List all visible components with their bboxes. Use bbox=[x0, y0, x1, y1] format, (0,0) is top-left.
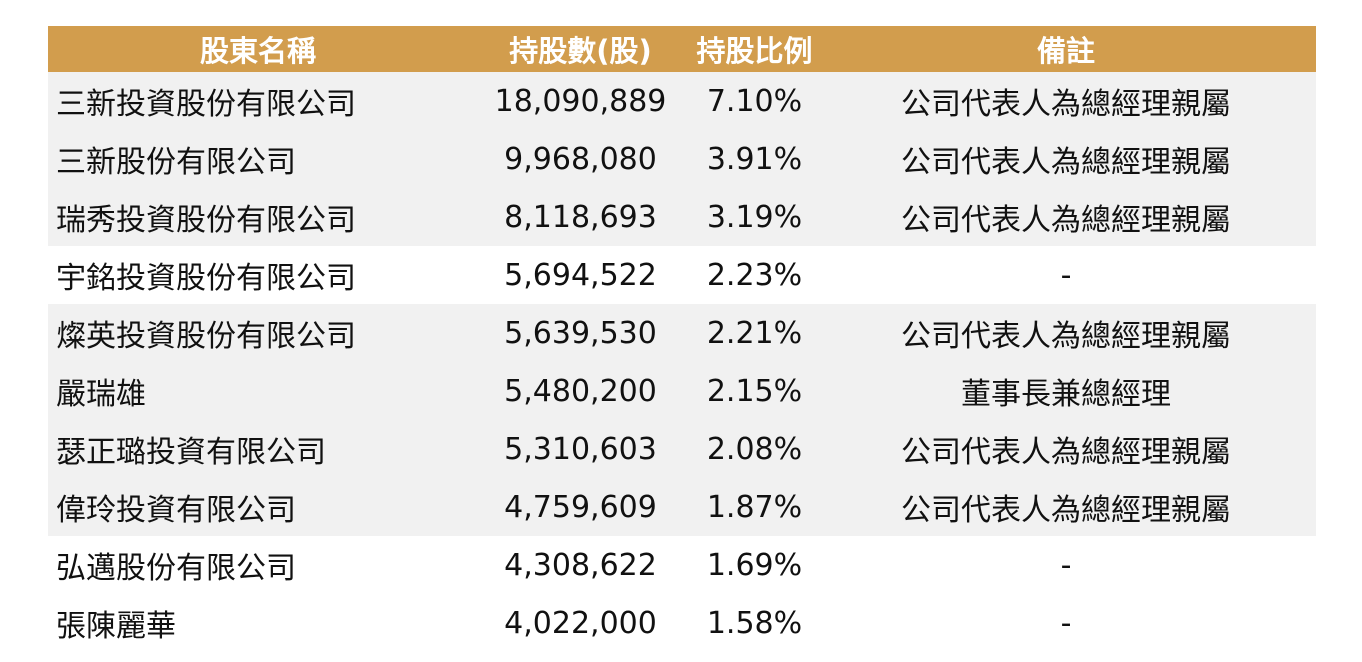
shareholder-name-cell: 瑞秀投資股份有限公司 bbox=[48, 188, 468, 246]
ratio-cell: 1.87% bbox=[693, 478, 816, 536]
shares-cell: 18,090,889 bbox=[468, 72, 693, 130]
table-body: 三新投資股份有限公司 18,090,889 7.10% 公司代表人為總經理親屬 … bbox=[48, 72, 1316, 652]
table-row: 張陳麗華 4,022,000 1.58% - bbox=[48, 594, 1316, 652]
shareholder-name-cell: 燦英投資股份有限公司 bbox=[48, 304, 468, 362]
shares-cell: 4,022,000 bbox=[468, 594, 693, 652]
shares-cell: 9,968,080 bbox=[468, 130, 693, 188]
shareholder-name-cell: 嚴瑞雄 bbox=[48, 362, 468, 420]
shareholder-name-cell: 宇銘投資股份有限公司 bbox=[48, 246, 468, 304]
shareholder-table: 股東名稱 持股數(股) 持股比例 備註 三新投資股份有限公司 18,090,88… bbox=[48, 26, 1316, 652]
remark-cell: - bbox=[816, 246, 1316, 304]
header-shares-held: 持股數(股) bbox=[468, 26, 693, 72]
ratio-cell: 2.08% bbox=[693, 420, 816, 478]
shares-cell: 5,480,200 bbox=[468, 362, 693, 420]
shares-cell: 5,694,522 bbox=[468, 246, 693, 304]
shareholder-name-cell: 三新股份有限公司 bbox=[48, 130, 468, 188]
shareholder-name-cell: 三新投資股份有限公司 bbox=[48, 72, 468, 130]
header-remarks: 備註 bbox=[816, 26, 1316, 72]
remark-cell: 公司代表人為總經理親屬 bbox=[816, 420, 1316, 478]
table-header: 股東名稱 持股數(股) 持股比例 備註 bbox=[48, 26, 1316, 72]
shares-cell: 5,310,603 bbox=[468, 420, 693, 478]
ratio-cell: 3.91% bbox=[693, 130, 816, 188]
header-holding-ratio: 持股比例 bbox=[693, 26, 816, 72]
shares-cell: 4,759,609 bbox=[468, 478, 693, 536]
table-row: 弘邁股份有限公司 4,308,622 1.69% - bbox=[48, 536, 1316, 594]
ratio-cell: 7.10% bbox=[693, 72, 816, 130]
remark-cell: - bbox=[816, 536, 1316, 594]
table-row: 宇銘投資股份有限公司 5,694,522 2.23% - bbox=[48, 246, 1316, 304]
remark-cell: 公司代表人為總經理親屬 bbox=[816, 130, 1316, 188]
table-row: 瑞秀投資股份有限公司 8,118,693 3.19% 公司代表人為總經理親屬 bbox=[48, 188, 1316, 246]
remark-cell: - bbox=[816, 594, 1316, 652]
ratio-cell: 2.23% bbox=[693, 246, 816, 304]
table-row: 嚴瑞雄 5,480,200 2.15% 董事長兼總經理 bbox=[48, 362, 1316, 420]
table-row: 三新股份有限公司 9,968,080 3.91% 公司代表人為總經理親屬 bbox=[48, 130, 1316, 188]
header-row: 股東名稱 持股數(股) 持股比例 備註 bbox=[48, 26, 1316, 72]
remark-cell: 董事長兼總經理 bbox=[816, 362, 1316, 420]
ratio-cell: 3.19% bbox=[693, 188, 816, 246]
shareholder-name-cell: 偉玲投資有限公司 bbox=[48, 478, 468, 536]
table-row: 三新投資股份有限公司 18,090,889 7.10% 公司代表人為總經理親屬 bbox=[48, 72, 1316, 130]
remark-cell: 公司代表人為總經理親屬 bbox=[816, 72, 1316, 130]
shares-cell: 8,118,693 bbox=[468, 188, 693, 246]
header-shareholder-name: 股東名稱 bbox=[48, 26, 468, 72]
ratio-cell: 1.69% bbox=[693, 536, 816, 594]
remark-cell: 公司代表人為總經理親屬 bbox=[816, 478, 1316, 536]
shareholder-name-cell: 瑟正璐投資有限公司 bbox=[48, 420, 468, 478]
shareholder-table-container: 股東名稱 持股數(股) 持股比例 備註 三新投資股份有限公司 18,090,88… bbox=[48, 26, 1316, 652]
table-row: 燦英投資股份有限公司 5,639,530 2.21% 公司代表人為總經理親屬 bbox=[48, 304, 1316, 362]
ratio-cell: 2.21% bbox=[693, 304, 816, 362]
shareholder-name-cell: 張陳麗華 bbox=[48, 594, 468, 652]
shareholder-name-cell: 弘邁股份有限公司 bbox=[48, 536, 468, 594]
shares-cell: 4,308,622 bbox=[468, 536, 693, 594]
ratio-cell: 1.58% bbox=[693, 594, 816, 652]
table-row: 瑟正璐投資有限公司 5,310,603 2.08% 公司代表人為總經理親屬 bbox=[48, 420, 1316, 478]
shares-cell: 5,639,530 bbox=[468, 304, 693, 362]
remark-cell: 公司代表人為總經理親屬 bbox=[816, 188, 1316, 246]
remark-cell: 公司代表人為總經理親屬 bbox=[816, 304, 1316, 362]
ratio-cell: 2.15% bbox=[693, 362, 816, 420]
table-row: 偉玲投資有限公司 4,759,609 1.87% 公司代表人為總經理親屬 bbox=[48, 478, 1316, 536]
